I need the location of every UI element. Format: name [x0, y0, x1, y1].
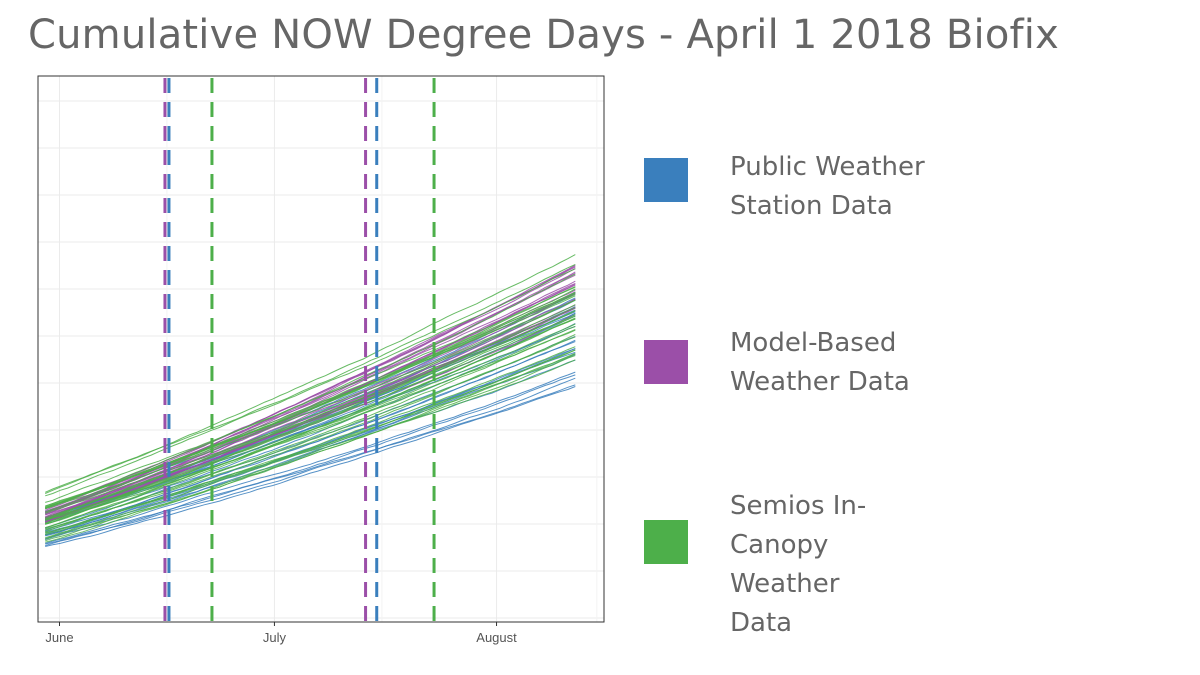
x-tick-label: June	[45, 630, 73, 645]
series-line	[45, 292, 576, 510]
chart-vertical-lines	[163, 78, 436, 622]
legend-swatch-model	[644, 340, 688, 384]
x-tick-label: July	[263, 630, 287, 645]
series-line	[45, 349, 576, 534]
series-line	[45, 329, 576, 520]
series-line	[45, 339, 576, 535]
legend-swatch-public	[644, 158, 688, 202]
series-line	[45, 377, 576, 547]
series-line	[45, 317, 576, 529]
series-line	[45, 315, 576, 522]
series-line	[45, 268, 576, 497]
series-line	[45, 359, 576, 536]
series-line	[45, 346, 576, 536]
series-line	[45, 310, 576, 514]
series-line	[45, 374, 576, 545]
chart-series	[44, 254, 576, 547]
series-line	[45, 349, 576, 539]
legend-swatch-semios	[644, 520, 688, 564]
degree-days-chart: June July August	[37, 75, 605, 645]
series-line	[45, 286, 576, 509]
series-line	[45, 386, 576, 547]
legend-label-model: Model-Based Weather Data	[730, 328, 910, 397]
series-line	[45, 310, 576, 520]
series-line	[45, 355, 576, 542]
series-line	[45, 286, 576, 503]
series-line	[45, 293, 576, 516]
series-line	[45, 294, 576, 513]
series-line	[45, 341, 576, 532]
slide-title: Cumulative NOW Degree Days - April 1 201…	[28, 12, 1059, 58]
series-line	[45, 384, 576, 544]
x-axis-ticks: June July August	[45, 622, 517, 645]
series-line	[45, 371, 576, 541]
series-line	[44, 268, 576, 514]
series-line	[45, 326, 576, 525]
series-line	[44, 274, 576, 514]
legend-label-public: Public Weather Station Data	[730, 152, 925, 221]
series-line	[44, 264, 576, 495]
series-line	[45, 333, 576, 533]
series-line	[45, 299, 576, 519]
plot-frame	[37, 75, 605, 623]
legend-label-semios: Semios In-Canopy Weather Data	[730, 491, 867, 638]
series-line	[45, 307, 576, 523]
series-line	[45, 329, 576, 531]
x-tick-label: August	[476, 630, 517, 645]
